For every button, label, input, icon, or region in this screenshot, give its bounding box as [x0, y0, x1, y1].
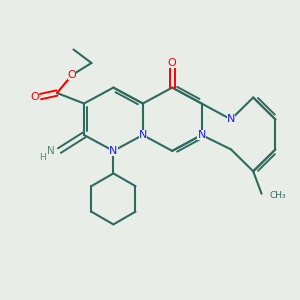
Text: H: H — [40, 153, 46, 162]
Text: N: N — [139, 130, 147, 140]
Text: N: N — [197, 130, 206, 140]
Text: CH₃: CH₃ — [270, 191, 286, 200]
Text: N: N — [47, 146, 55, 156]
Text: O: O — [31, 92, 40, 102]
Text: N: N — [227, 114, 235, 124]
Text: N: N — [109, 146, 118, 156]
Text: O: O — [68, 70, 76, 80]
Text: O: O — [168, 58, 177, 68]
